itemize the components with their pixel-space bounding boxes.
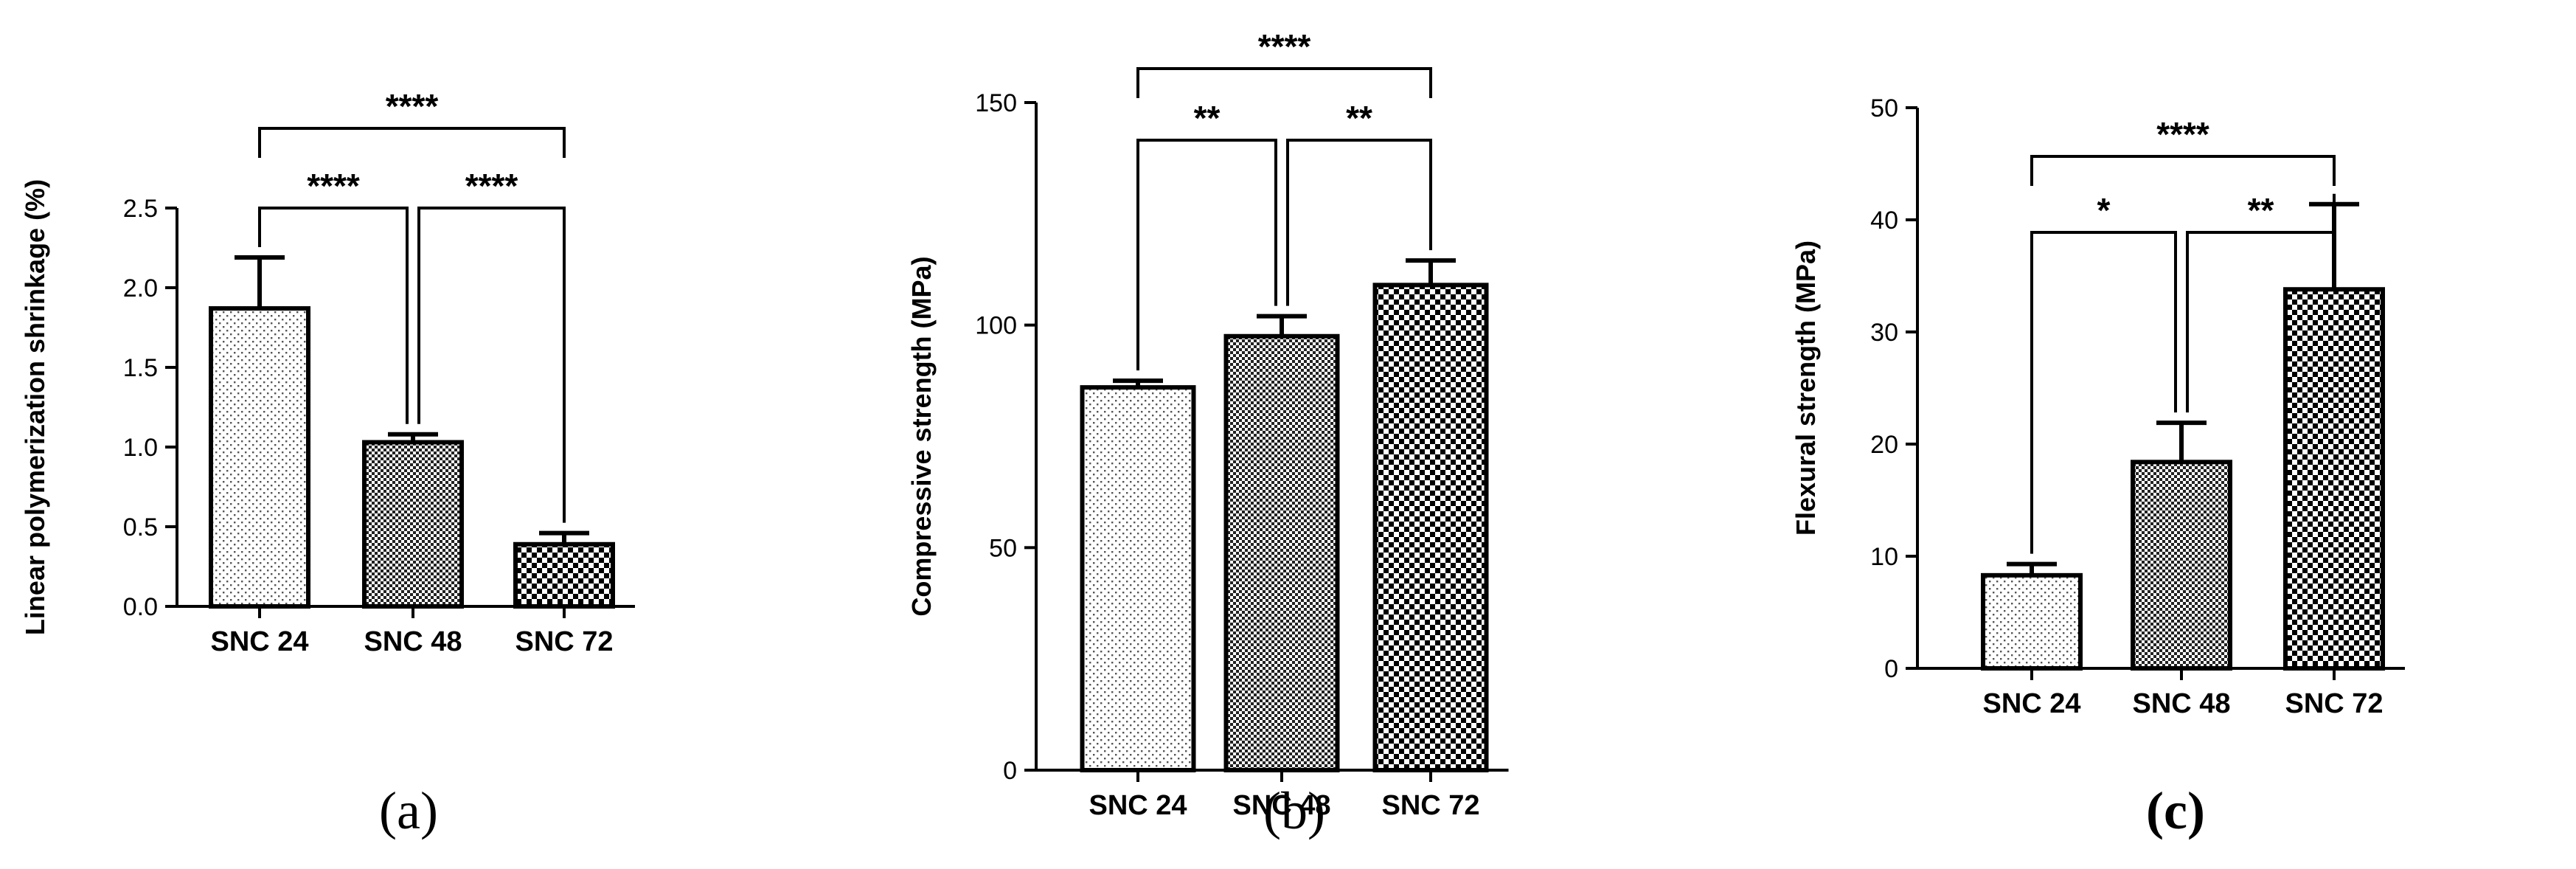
- y-tick-label: 2.0: [123, 274, 158, 302]
- panel-label-c: (c): [2146, 781, 2205, 840]
- y-tick-label: 2.5: [123, 195, 158, 223]
- panel-label-a: (a): [379, 781, 438, 840]
- y-tick-label: 20: [1870, 431, 1898, 459]
- significance-label: ****: [465, 167, 518, 205]
- bar-snc-48: [2131, 460, 2232, 671]
- chart-panel-1: 0.0 0.5 1.0 1.5 2.0 2.5 Linear polymerization …: [20, 87, 635, 657]
- significance-bracket: [417, 207, 566, 523]
- y-tick-label: 50: [989, 534, 1017, 562]
- y-tick-label: 0.0: [123, 593, 158, 621]
- y-tick-label: 150: [975, 89, 1017, 117]
- y-tick-label: 30: [1870, 319, 1898, 347]
- bar-snc-72: [2283, 287, 2385, 671]
- x-tick-label: SNC 24: [210, 626, 308, 657]
- significance-bracket: [1286, 139, 1432, 306]
- significance-bracket: [2186, 193, 2336, 413]
- x-tick-label: SNC 24: [1982, 688, 2080, 719]
- significance-bracket: [2030, 231, 2177, 554]
- y-tick-label: 1.0: [123, 434, 158, 462]
- bar-snc-24: [209, 306, 310, 609]
- y-axis-title: Linear polymerization shrinkage (%): [20, 179, 50, 635]
- significance-bracket: [2030, 155, 2336, 186]
- significance-label: ****: [307, 167, 360, 205]
- y-axis-title: Flexural strength (MPa): [1791, 240, 1821, 536]
- significance-bracket: [258, 127, 566, 158]
- bar-snc-24: [1080, 385, 1196, 772]
- significance-label: **: [1346, 99, 1372, 137]
- y-tick-label: 0: [1884, 655, 1898, 683]
- chart-panel-3: 0 10 20 30 40 50 Flexural strength (MPa) SNC 24…: [1791, 94, 2405, 719]
- x-tick-label: SNC 72: [515, 626, 613, 657]
- y-tick-label: 0: [1003, 757, 1017, 785]
- significance-label: **: [2248, 191, 2274, 229]
- significance-label: ****: [386, 87, 439, 125]
- significance-bracket: [1136, 139, 1277, 371]
- bar-snc-72: [513, 541, 615, 609]
- significance-bracket: [258, 207, 409, 424]
- y-tick-label: 10: [1870, 543, 1898, 571]
- significance-label: ****: [2156, 115, 2209, 153]
- x-tick-label: SNC 48: [1232, 790, 1330, 821]
- y-tick-label: 100: [975, 312, 1017, 340]
- y-tick-label: 1.5: [123, 354, 158, 382]
- significance-label: **: [1194, 99, 1221, 137]
- x-tick-label: SNC 72: [2285, 688, 2383, 719]
- bar-snc-72: [1372, 283, 1489, 773]
- y-axis-title: Compressive strength (MPa): [906, 256, 937, 616]
- significance-label: *: [2097, 191, 2111, 229]
- x-tick-label: SNC 48: [364, 626, 462, 657]
- x-tick-label: SNC 48: [2132, 688, 2230, 719]
- x-tick-label: SNC 24: [1089, 790, 1187, 821]
- y-tick-label: 0.5: [123, 513, 158, 541]
- bar-snc-48: [1223, 333, 1340, 772]
- significance-bracket: [1136, 67, 1432, 98]
- chart-panel-2: 0 50 100 150 Compressive strength (MPa) SNC 2…: [906, 27, 1509, 821]
- x-tick-label: SNC 72: [1381, 790, 1479, 821]
- panel-label-b: (b): [1263, 781, 1325, 840]
- bar-snc-48: [362, 440, 464, 609]
- significance-label: ****: [1258, 27, 1311, 66]
- y-tick-label: 50: [1870, 94, 1898, 122]
- y-tick-label: 40: [1870, 207, 1898, 235]
- bar-snc-24: [1981, 572, 2083, 671]
